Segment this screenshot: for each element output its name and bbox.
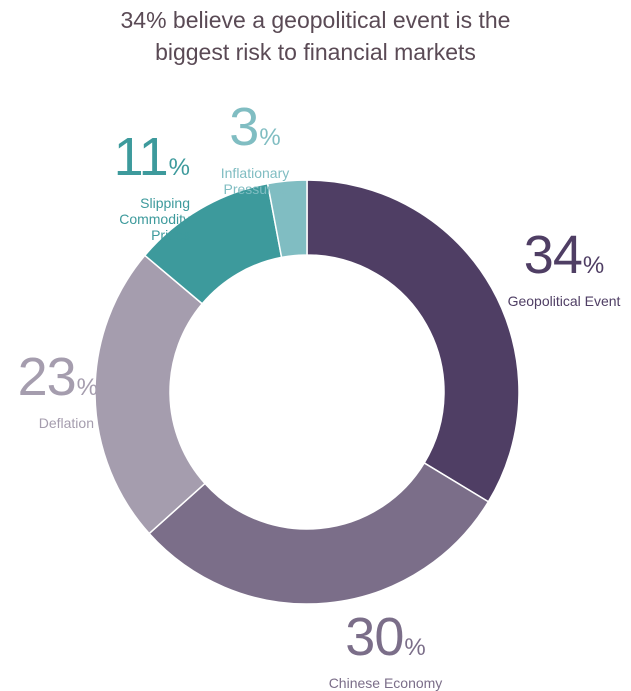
donut-slice-deflation — [94, 254, 207, 535]
donut-slice-inflationary-pressures — [266, 179, 308, 259]
label-chinese-economy: 30% Chinese Economy — [318, 610, 453, 691]
value-number-deflation: 23 — [17, 347, 77, 407]
category-slipping-commodity-prices: Slipping Commodity Prices — [119, 195, 190, 243]
value-geopolitical-event: 34% — [500, 228, 628, 293]
value-inflationary-pressures: 3% — [205, 100, 305, 165]
value-number-geopolitical-event: 34 — [523, 225, 583, 285]
value-deflation: 23% — [8, 350, 98, 415]
chart-title-line-1: 34% believe a geopolitical event is the — [120, 7, 511, 33]
category-inflationary-pressures: Inflationary Pressures — [220, 165, 290, 197]
label-geopolitical-event: 34% Geopolitical Event — [500, 228, 628, 309]
label-slipping-commodity-prices: 11% Slipping Commodity Prices — [40, 130, 190, 243]
category-chinese-economy: Chinese Economy — [328, 675, 443, 691]
value-number-slipping-commodity-prices: 11 — [113, 127, 169, 187]
chart-title-line-2: biggest risk to financial markets — [155, 39, 476, 65]
percent-sign-geopolitical-event: % — [582, 252, 605, 279]
donut-chart — [94, 179, 520, 605]
percent-sign-inflationary-pressures: % — [259, 124, 281, 151]
donut-slice-geopolitical-event — [306, 179, 520, 503]
chart-title: 34% believe a geopolitical event is the … — [0, 4, 631, 68]
value-chinese-economy: 30% — [318, 610, 453, 675]
donut-slice-chinese-economy — [148, 461, 490, 605]
value-number-inflationary-pressures: 3 — [229, 97, 259, 157]
percent-sign-slipping-commodity-prices: % — [168, 154, 190, 181]
category-deflation: Deflation — [38, 415, 94, 431]
value-slipping-commodity-prices: 11% — [40, 130, 190, 195]
value-number-chinese-economy: 30 — [345, 607, 404, 667]
label-deflation: 23% Deflation — [8, 350, 98, 431]
percent-sign-chinese-economy: % — [404, 634, 426, 661]
category-geopolitical-event: Geopolitical Event — [507, 293, 621, 309]
percent-sign-deflation: % — [76, 374, 98, 401]
label-inflationary-pressures: 3% Inflationary Pressures — [205, 100, 305, 197]
